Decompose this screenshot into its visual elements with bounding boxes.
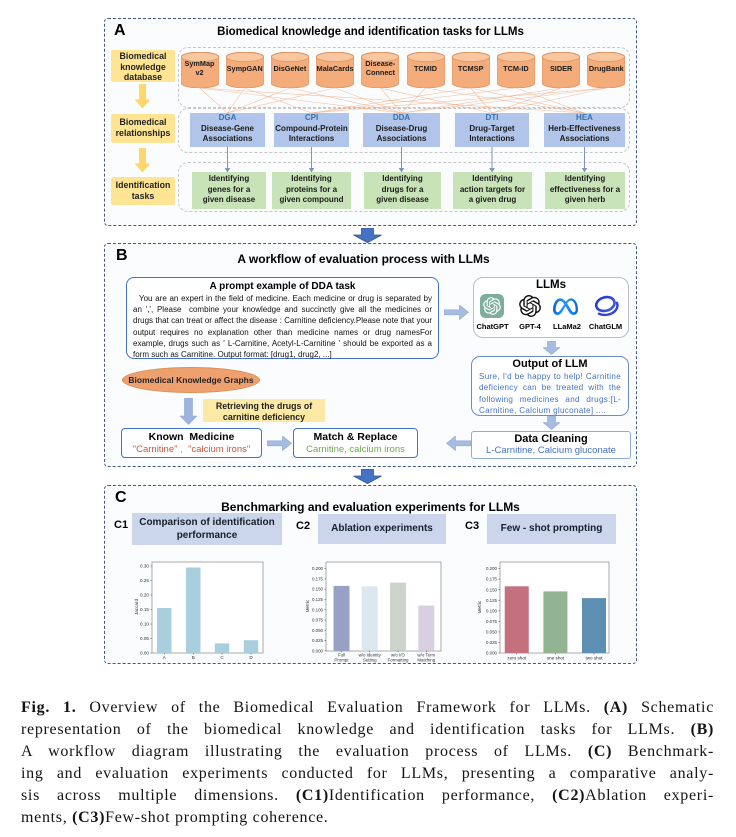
svg-text:0.000: 0.000 xyxy=(486,651,498,656)
svg-text:w/o Identity: w/o Identity xyxy=(359,653,382,658)
svg-text:Matching: Matching xyxy=(417,658,435,663)
svg-text:B: B xyxy=(192,655,195,660)
svg-text:zero shot: zero shot xyxy=(507,656,527,661)
svg-text:0.10: 0.10 xyxy=(140,622,149,627)
svg-text:C: C xyxy=(220,655,224,660)
svg-text:0.25: 0.25 xyxy=(140,578,149,583)
svg-text:0.15: 0.15 xyxy=(140,607,149,612)
svg-text:A: A xyxy=(163,655,167,660)
svg-text:0.150: 0.150 xyxy=(312,587,324,592)
svg-text:0.100: 0.100 xyxy=(486,608,498,613)
svg-text:Full: Full xyxy=(338,653,345,658)
svg-text:Prompt: Prompt xyxy=(334,658,349,663)
svg-text:w/o I/O: w/o I/O xyxy=(391,653,405,658)
svg-text:one shot: one shot xyxy=(547,656,565,661)
svg-text:0.200: 0.200 xyxy=(486,566,498,571)
svg-text:two shot: two shot xyxy=(585,656,603,661)
svg-text:Metric: Metric xyxy=(305,599,310,612)
svg-text:0.125: 0.125 xyxy=(486,598,498,603)
svg-text:0.050: 0.050 xyxy=(486,630,498,635)
svg-text:0.05: 0.05 xyxy=(140,636,149,641)
svg-text:0.175: 0.175 xyxy=(312,577,324,582)
svg-text:0.025: 0.025 xyxy=(312,638,324,643)
svg-text:0.20: 0.20 xyxy=(140,593,149,598)
svg-text:0.000: 0.000 xyxy=(312,648,324,653)
svg-text:0.025: 0.025 xyxy=(486,640,498,645)
svg-text:Jaccard: Jaccard xyxy=(134,599,139,616)
svg-text:Metric: Metric xyxy=(477,600,482,613)
svg-text:0.075: 0.075 xyxy=(486,619,498,624)
svg-text:0.125: 0.125 xyxy=(312,597,324,602)
svg-text:w/o Term: w/o Term xyxy=(417,653,435,658)
svg-text:0.050: 0.050 xyxy=(312,628,324,633)
svg-text:0.30: 0.30 xyxy=(140,564,149,569)
svg-text:0.00: 0.00 xyxy=(140,651,149,656)
svg-text:0.075: 0.075 xyxy=(312,618,324,623)
svg-text:0.100: 0.100 xyxy=(312,607,324,612)
svg-text:Setting: Setting xyxy=(363,658,377,663)
svg-text:0.175: 0.175 xyxy=(486,577,498,582)
svg-text:Formatting: Formatting xyxy=(388,658,410,663)
svg-text:D: D xyxy=(249,655,253,660)
svg-text:0.150: 0.150 xyxy=(486,587,498,592)
svg-text:0.200: 0.200 xyxy=(312,566,324,571)
